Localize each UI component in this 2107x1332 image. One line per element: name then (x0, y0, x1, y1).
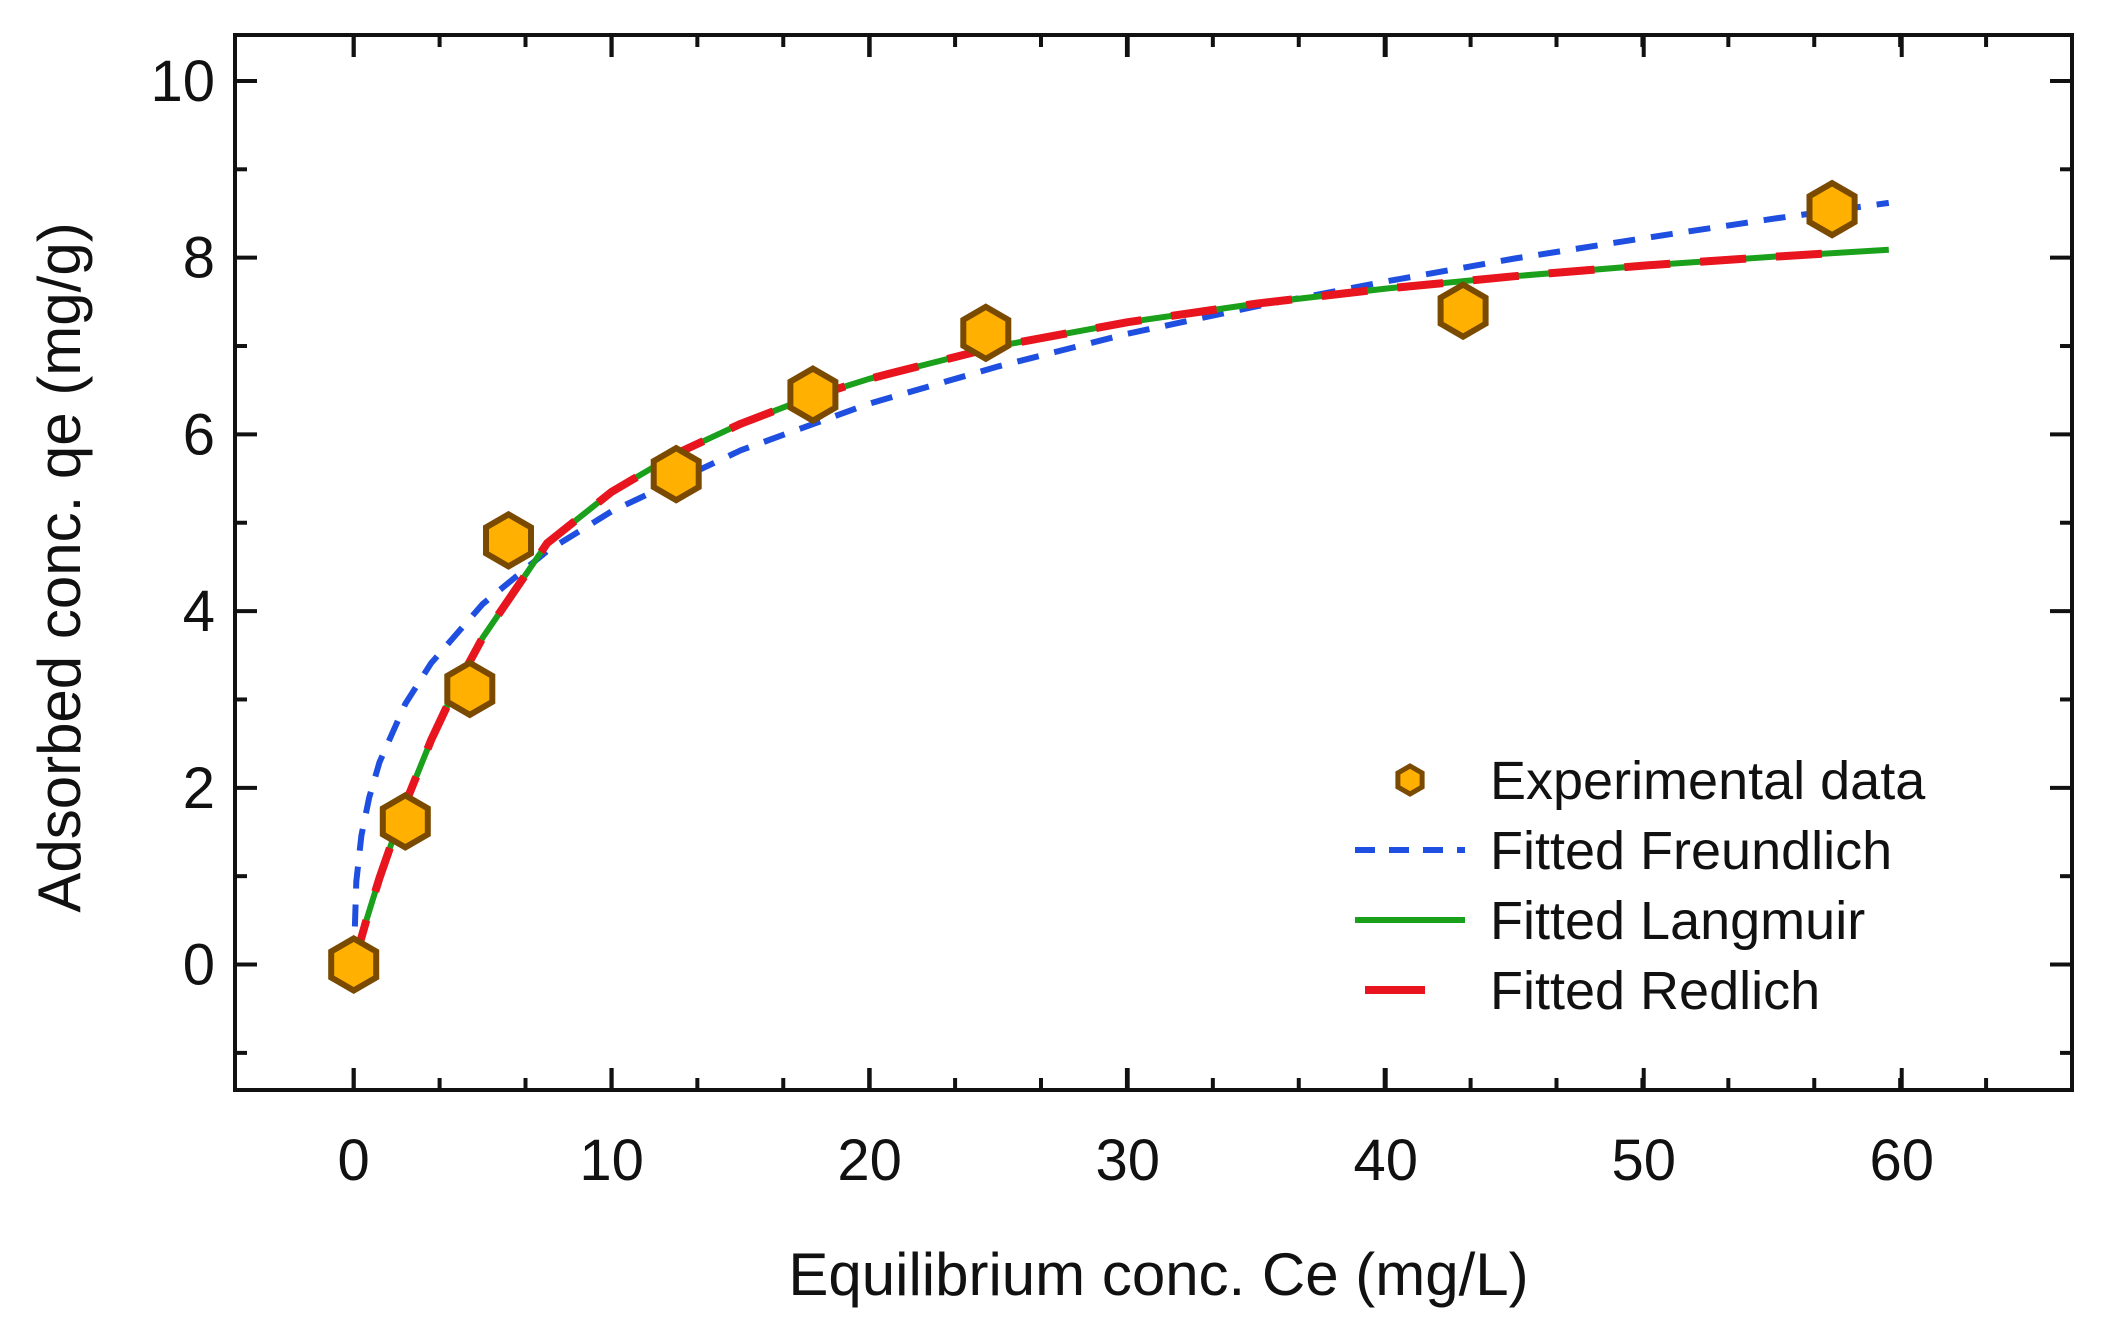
y-tick-labels: 0 2 4 6 8 10 (150, 49, 215, 998)
data-point (1437, 281, 1489, 341)
y-tick-label: 6 (183, 402, 215, 467)
series-line-fitted-redlich (349, 248, 1846, 966)
x-tick-label: 20 (837, 1128, 902, 1193)
legend-label: Fitted Redlich (1490, 961, 1820, 1021)
y-tick-label: 8 (183, 226, 215, 291)
x-axis-label: Equilibrium conc. Ce (mg/L) (788, 1241, 1528, 1308)
legend-label: Fitted Freundlich (1490, 821, 1892, 881)
data-point (483, 510, 534, 570)
y-tick-label: 0 (183, 933, 215, 998)
plot-series (328, 179, 1890, 994)
data-point (328, 935, 380, 994)
y-axis-label: Adsorbed conc. qe (mg/g) (26, 222, 93, 912)
legend: Experimental data Fitted Freundlich Fitted… (1355, 751, 1926, 1021)
x-tick-label: 40 (1353, 1128, 1418, 1193)
data-point (444, 659, 496, 719)
x-tick-label: 30 (1095, 1128, 1160, 1193)
data-point (960, 303, 1012, 363)
data-point (650, 444, 702, 504)
data-point (787, 365, 839, 425)
x-tick-label: 60 (1869, 1128, 1934, 1193)
x-tick-label: 0 (338, 1128, 370, 1193)
plot-frame (233, 33, 2074, 1092)
legend-label: Experimental data (1490, 751, 1926, 811)
legend-label: Fitted Langmuir (1490, 891, 1865, 951)
x-tick-label: 10 (579, 1128, 644, 1193)
data-point (1806, 179, 1858, 239)
x-tick-labels: 0 10 20 30 40 50 60 (338, 1128, 1934, 1193)
legend-marker (1395, 763, 1425, 797)
x-tick-label: 50 (1611, 1128, 1676, 1193)
y-tick-label: 4 (183, 579, 215, 644)
data-point (379, 791, 431, 851)
y-tick-label: 2 (183, 756, 215, 821)
y-tick-label: 10 (150, 49, 215, 114)
